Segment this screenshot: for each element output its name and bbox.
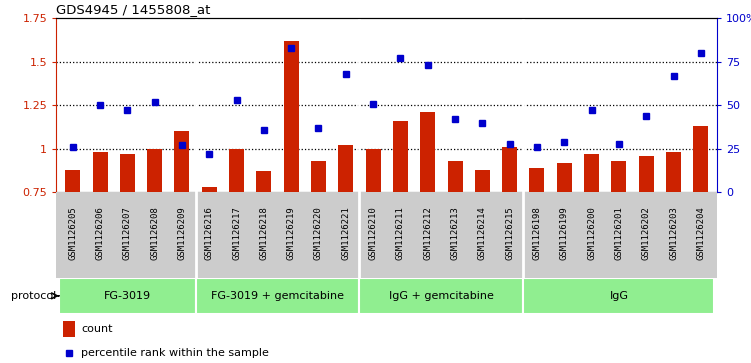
Bar <box>584 154 599 192</box>
Text: GSM1126217: GSM1126217 <box>232 207 241 260</box>
Text: GSM1126212: GSM1126212 <box>424 207 433 260</box>
Text: FG-3019: FG-3019 <box>104 291 151 301</box>
Bar <box>366 149 381 192</box>
Text: GSM1126200: GSM1126200 <box>587 207 596 260</box>
Text: GSM1126204: GSM1126204 <box>696 207 705 260</box>
Bar <box>202 187 217 192</box>
Bar <box>360 278 523 314</box>
Text: GSM1126201: GSM1126201 <box>614 207 623 260</box>
Text: percentile rank within the sample: percentile rank within the sample <box>81 348 270 358</box>
Text: GSM1126203: GSM1126203 <box>669 207 678 260</box>
Text: GDS4945 / 1455808_at: GDS4945 / 1455808_at <box>56 3 211 16</box>
Bar <box>229 149 244 192</box>
Bar <box>311 161 326 192</box>
Text: GSM1126198: GSM1126198 <box>532 207 541 260</box>
Bar <box>393 121 408 192</box>
Text: GSM1126205: GSM1126205 <box>68 207 77 260</box>
Text: GSM1126220: GSM1126220 <box>314 207 323 260</box>
Bar <box>256 171 271 192</box>
Bar <box>338 145 353 192</box>
Text: IgG + gemcitabine: IgG + gemcitabine <box>389 291 494 301</box>
Text: GSM1126213: GSM1126213 <box>451 207 460 260</box>
Text: GSM1126208: GSM1126208 <box>150 207 159 260</box>
Bar <box>92 152 107 192</box>
Bar <box>284 41 299 192</box>
Bar <box>502 147 517 192</box>
Text: GSM1126211: GSM1126211 <box>396 207 405 260</box>
Text: GSM1126214: GSM1126214 <box>478 207 487 260</box>
Text: GSM1126206: GSM1126206 <box>95 207 104 260</box>
Bar <box>448 161 463 192</box>
Bar <box>174 131 189 192</box>
Text: GSM1126219: GSM1126219 <box>287 207 296 260</box>
Text: GSM1126202: GSM1126202 <box>641 207 650 260</box>
Text: GSM1126216: GSM1126216 <box>205 207 214 260</box>
Text: GSM1126215: GSM1126215 <box>505 207 514 260</box>
Bar <box>421 112 436 192</box>
Bar <box>475 170 490 192</box>
Text: IgG: IgG <box>609 291 629 301</box>
Text: protocol: protocol <box>11 291 56 301</box>
Bar <box>195 278 360 314</box>
Bar <box>693 126 708 192</box>
Bar <box>120 154 135 192</box>
Text: GSM1126221: GSM1126221 <box>341 207 350 260</box>
Text: GSM1126218: GSM1126218 <box>259 207 268 260</box>
Bar <box>611 161 626 192</box>
Bar <box>65 170 80 192</box>
Bar <box>59 278 195 314</box>
Bar <box>529 168 544 192</box>
Text: GSM1126199: GSM1126199 <box>559 207 569 260</box>
Bar <box>63 321 75 337</box>
Bar <box>147 149 162 192</box>
Text: count: count <box>81 324 113 334</box>
Text: FG-3019 + gemcitabine: FG-3019 + gemcitabine <box>211 291 344 301</box>
Bar <box>666 152 681 192</box>
Text: GSM1126207: GSM1126207 <box>123 207 132 260</box>
Text: GSM1126210: GSM1126210 <box>369 207 378 260</box>
Bar <box>556 163 572 192</box>
Bar <box>638 156 653 192</box>
Bar <box>523 278 714 314</box>
Text: GSM1126209: GSM1126209 <box>177 207 186 260</box>
